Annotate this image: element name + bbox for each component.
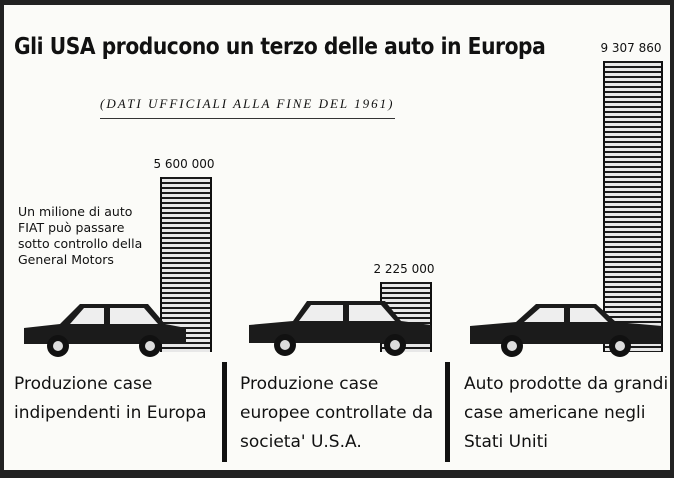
divider <box>445 362 450 462</box>
infographic: Gli USA producono un terzo delle auto in… <box>0 0 674 478</box>
border <box>0 0 674 5</box>
divider <box>222 362 227 462</box>
border <box>0 470 674 478</box>
value-label: 5 600 000 <box>153 157 214 171</box>
value-label: 9 307 860 <box>600 41 661 55</box>
value-label: 2 225 000 <box>373 262 434 276</box>
chart-title: Gli USA producono un terzo delle auto in… <box>14 34 545 60</box>
category-label: Produzione case europee controllate da s… <box>240 370 445 457</box>
category-label: Auto prodotte da grandi case americane n… <box>464 370 669 457</box>
car <box>20 298 190 360</box>
car <box>466 296 666 360</box>
chart-subtitle: (DATI UFFICIALI ALLA FINE DEL 1961) <box>100 96 395 119</box>
car <box>245 295 435 359</box>
border <box>0 0 4 478</box>
annotation: Un milione di auto FIAT può passare sott… <box>18 204 158 268</box>
border <box>670 0 674 478</box>
category-label: Produzione case indipendenti in Europa <box>14 370 219 428</box>
